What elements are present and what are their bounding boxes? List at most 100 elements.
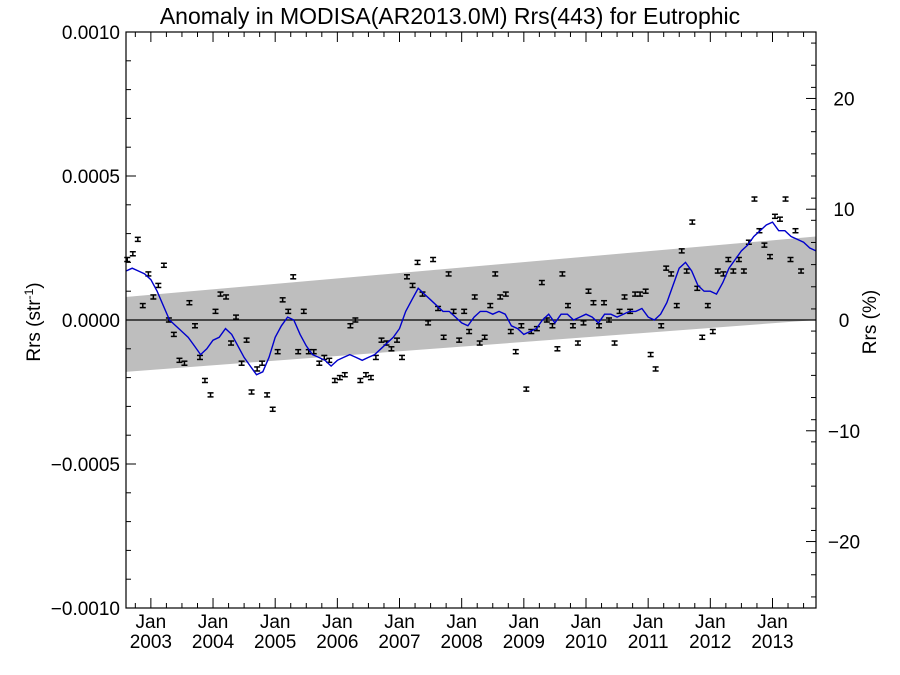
uncertainty-band <box>126 236 816 372</box>
y-axis-left-label: Rrs (str-1) <box>22 282 45 361</box>
data-point <box>347 322 354 329</box>
x-tick-year-label: 2006 <box>316 632 358 653</box>
data-point <box>751 196 758 202</box>
data-point <box>559 271 566 277</box>
data-point <box>316 360 323 366</box>
data-point <box>233 314 240 320</box>
data-point <box>212 308 219 315</box>
y-right-tick-label: −20 <box>828 533 860 554</box>
data-point <box>461 308 468 315</box>
data-point <box>155 282 162 289</box>
data-point <box>430 256 437 263</box>
data-point <box>621 294 628 300</box>
smoothed-line <box>125 221 817 376</box>
data-point <box>409 282 416 289</box>
data-point <box>399 354 405 361</box>
data-point <box>502 291 509 297</box>
data-point <box>352 317 359 323</box>
data-point <box>196 354 203 361</box>
data-point <box>295 348 302 355</box>
x-tick-month-label: Jan <box>509 612 540 633</box>
data-point <box>388 346 395 352</box>
data-point <box>673 302 680 309</box>
data-point <box>782 196 789 202</box>
data-point <box>440 334 447 341</box>
x-tick-month-label: Jan <box>633 612 664 633</box>
data-point <box>129 250 136 257</box>
data-point <box>228 340 235 346</box>
data-point <box>709 328 716 335</box>
x-tick-month-label: Jan <box>757 612 788 633</box>
data-point <box>403 274 410 280</box>
data-point <box>285 308 292 315</box>
x-tick-month-label: Jan <box>322 612 353 633</box>
uncertainty-band-layer <box>126 236 816 372</box>
data-point <box>771 213 778 220</box>
data-point <box>740 268 747 274</box>
smoothed-line-layer <box>125 221 817 376</box>
data-point <box>596 322 603 329</box>
data-point <box>181 360 188 366</box>
x-tick-year-label: 2003 <box>130 632 172 653</box>
data-point <box>254 366 261 372</box>
x-tick-year-label: 2009 <box>503 632 545 653</box>
data-point <box>611 340 618 346</box>
x-tick-year-label: 2008 <box>441 632 483 653</box>
data-point <box>336 374 343 381</box>
data-points-layer <box>124 196 805 413</box>
data-point <box>668 271 675 277</box>
data-point <box>394 337 401 343</box>
data-point <box>487 302 494 309</box>
data-point <box>445 271 452 277</box>
data-point <box>414 259 421 266</box>
data-point <box>372 354 379 361</box>
data-point <box>699 334 706 341</box>
data-point <box>554 346 561 352</box>
data-point <box>492 271 499 277</box>
data-point <box>787 256 794 263</box>
y-right-tick-label: 0 <box>839 311 850 332</box>
data-point <box>357 377 364 384</box>
data-point <box>616 308 623 315</box>
x-tick-year-label: 2013 <box>751 632 793 653</box>
data-point <box>139 302 146 309</box>
data-point <box>331 377 338 384</box>
x-tick-year-label: 2005 <box>254 632 296 653</box>
data-point <box>574 340 581 346</box>
data-point <box>580 320 587 326</box>
data-point <box>248 389 255 395</box>
data-point <box>642 288 649 294</box>
data-point <box>264 392 271 398</box>
data-point <box>481 334 488 341</box>
data-point <box>564 302 571 309</box>
data-point <box>512 348 519 355</box>
data-point <box>471 294 478 300</box>
x-tick-month-label: Jan <box>384 612 415 633</box>
data-point <box>476 340 483 346</box>
data-point <box>590 299 597 306</box>
data-point <box>160 262 167 269</box>
data-point <box>290 274 297 280</box>
y-axis-right-label: Rrs (%) <box>860 290 881 354</box>
data-point <box>367 374 374 381</box>
y-right-tick-label: −10 <box>828 422 860 443</box>
data-point <box>425 320 432 326</box>
data-point <box>678 248 685 254</box>
x-tick-month-label: Jan <box>198 612 229 633</box>
data-point <box>730 268 737 274</box>
data-point <box>269 406 276 413</box>
data-point <box>300 308 307 315</box>
x-tick-month-label: Jan <box>695 612 726 633</box>
axes-layer <box>125 31 817 609</box>
data-point <box>689 219 696 225</box>
x-tick-month-label: Jan <box>136 612 167 633</box>
y-left-tick-label: 0.0005 <box>62 167 120 188</box>
data-point <box>518 322 525 329</box>
y-left-tick-label: 0.0000 <box>62 311 120 332</box>
data-point <box>776 216 783 222</box>
x-tick-year-label: 2011 <box>628 632 669 653</box>
data-point <box>466 328 473 335</box>
data-point <box>663 265 670 271</box>
y-right-tick-label: 10 <box>833 200 854 221</box>
